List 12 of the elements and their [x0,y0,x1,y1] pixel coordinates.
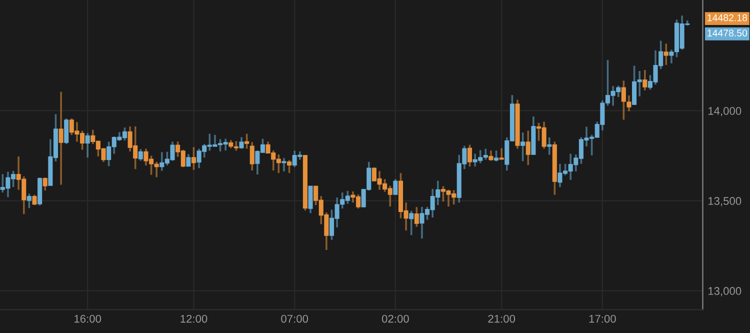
y-tick-label: 13,500 [708,197,742,206]
x-tick-label: 17:00 [589,314,616,323]
x-tick-label: 07:00 [281,314,308,323]
x-tick-label: 16:00 [74,314,102,323]
x-tick-label: 12:00 [180,314,208,323]
candlestick [393,178,398,196]
y-tick-label: 14,000 [708,107,742,116]
x-tick-label: 02:00 [382,314,409,323]
text: 14482.18 [708,14,748,22]
text: 14478.50 [708,30,748,36]
y-tick-label: 13,000 [708,287,742,296]
x-tick-label: 21:00 [488,314,516,323]
